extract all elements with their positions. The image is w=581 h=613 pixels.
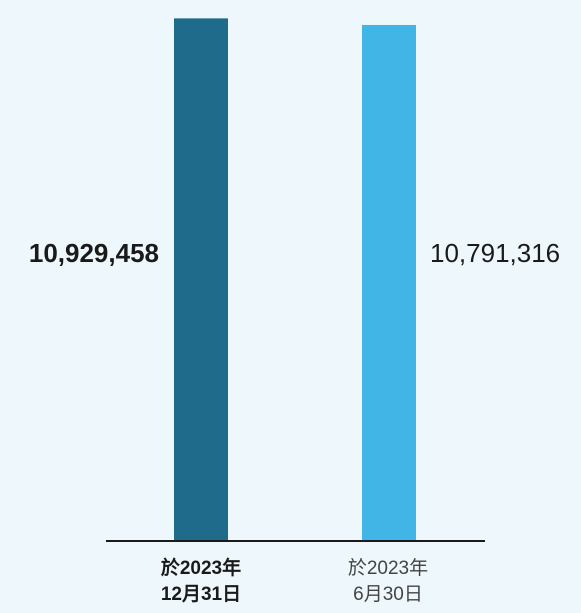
category-label-line1: 於2023年: [347, 558, 429, 579]
category-label-line2: 6月30日: [353, 584, 423, 605]
value-label-jun-2023: 10,791,316: [430, 238, 561, 268]
category-label-jun-2023: 於2023年 6月30日: [298, 556, 478, 608]
bars-group: [174, 18, 416, 542]
bar-dec-2023: [174, 18, 228, 542]
category-label-line2: 12月31日: [160, 584, 242, 605]
category-label-line1: 於2023年: [160, 558, 242, 579]
category-label-dec-2023: 於2023年 12月31日: [111, 556, 291, 608]
value-label-dec-2023: 10,929,458: [28, 238, 159, 268]
bar-jun-2023: [362, 24, 416, 542]
